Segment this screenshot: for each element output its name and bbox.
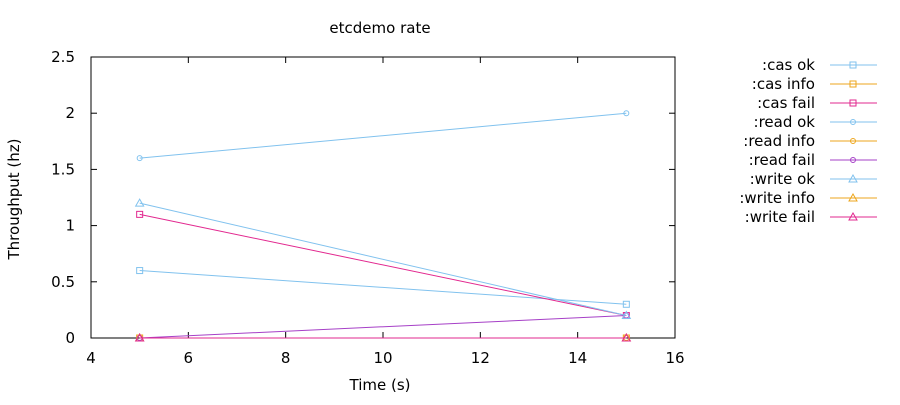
data-point-cas-fail (136, 210, 144, 218)
legend-marker (850, 119, 856, 125)
data-point-write-ok (621, 310, 632, 320)
x-tick-label: 4 (86, 349, 96, 367)
x-tick-label: 16 (665, 349, 684, 367)
plot-area: 4 6 8 10 12 14 16 0 0.5 1 1.5 2 2.5 (51, 48, 684, 367)
legend-item-write-info: :write info (739, 189, 877, 207)
x-tick-label: 6 (184, 349, 194, 367)
x-tick-label: 8 (281, 349, 291, 367)
legend-label: :write info (739, 189, 815, 207)
legend-label: :write fail (745, 208, 815, 226)
legend-label: :read fail (749, 151, 815, 169)
series-line-cas-fail (139, 213, 627, 317)
legend-item-write-fail: :write fail (745, 208, 877, 226)
legend-marker (848, 173, 858, 183)
y-tick-label: 0 (65, 329, 75, 347)
chart-title: etcdemo rate (329, 19, 430, 37)
data-point-write-fail (134, 332, 145, 342)
legend-marker (849, 80, 857, 88)
x-tick-label: 14 (568, 349, 587, 367)
y-tick-label: 2 (65, 104, 75, 122)
legend-label: :read ok (754, 113, 816, 131)
legend-marker (850, 157, 856, 163)
legend: :cas ok:cas info:cas fail:read ok:read i… (739, 56, 877, 226)
legend-marker (848, 211, 858, 221)
legend-label: :cas fail (757, 94, 815, 112)
series-line-write-ok (139, 202, 627, 317)
legend-label: :cas info (752, 75, 815, 93)
legend-item-read-ok: :read ok (754, 113, 877, 131)
data-point-read-ok (136, 155, 143, 162)
series-line-cas-ok (139, 270, 627, 305)
x-tick-label: 10 (373, 349, 392, 367)
legend-item-read-info: :read info (743, 132, 877, 150)
series-line-read-ok (139, 112, 627, 159)
y-axis-label: Throughput (hz) (5, 139, 23, 261)
x-axis-label: Time (s) (349, 376, 411, 394)
legend-marker (849, 99, 857, 107)
y-tick-label: 1.5 (51, 160, 75, 178)
y-tick-label: 2.5 (51, 48, 75, 66)
data-point-cas-ok (136, 267, 144, 275)
data-point-cas-ok (622, 300, 630, 308)
legend-marker (850, 138, 856, 144)
data-point-write-ok (134, 198, 145, 207)
y-tick-label: 1 (65, 217, 75, 235)
series-line-read-fail (139, 315, 627, 339)
legend-item-read-fail: :read fail (749, 151, 877, 169)
plot-frame (90, 56, 676, 339)
legend-marker (849, 61, 857, 69)
data-point-write-fail (621, 332, 632, 342)
legend-marker (848, 192, 858, 202)
y-tick-label: 0.5 (51, 273, 75, 291)
legend-label: :read info (743, 132, 815, 150)
legend-item-cas-info: :cas info (752, 75, 877, 93)
legend-label: :cas ok (762, 56, 815, 74)
legend-item-cas-fail: :cas fail (757, 94, 877, 112)
data-point-read-ok (623, 110, 630, 117)
legend-label: :write ok (750, 170, 816, 188)
legend-item-cas-ok: :cas ok (762, 56, 877, 74)
x-tick-label: 12 (471, 349, 490, 367)
legend-item-write-ok: :write ok (750, 170, 877, 188)
